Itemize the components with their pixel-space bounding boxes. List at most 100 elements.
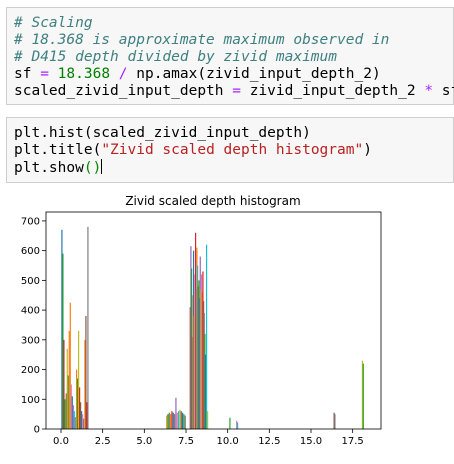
histogram-bar <box>202 271 204 429</box>
x-tick-label: 17.5 <box>342 436 364 447</box>
histogram-bar <box>236 420 238 429</box>
code-token: np.amax(zivid_input_depth_2) <box>127 66 381 82</box>
x-axis: 0.0 2.5 5.0 7.5 10.0 12.5 15.0 17.5 <box>53 429 364 447</box>
chart-title: Zivid scaled depth histogram <box>125 194 300 208</box>
code-token: # D415 depth divided by zivid maximum <box>14 49 338 65</box>
histogram-bar <box>72 405 74 429</box>
histogram-bar <box>207 411 209 429</box>
histogram-bar <box>70 384 72 429</box>
histogram-bar <box>334 414 336 429</box>
code-token <box>110 66 119 82</box>
histogram-bar <box>193 250 195 429</box>
histogram-bar <box>168 412 170 429</box>
code-cell-histogram[interactable]: plt.hist(scaled_zivid_input_depth) plt.ti… <box>6 117 454 183</box>
code-line: sf = 18.368 / np.amax(zivid_input_depth_… <box>14 66 454 83</box>
code-line: # D415 depth divided by zivid maximum <box>14 49 454 66</box>
histogram-bar <box>71 396 73 429</box>
histogram-bar <box>199 256 201 429</box>
histogram-chart: Zivid scaled depth histogram 0.0 2.5 5.0 7.… <box>21 194 382 447</box>
y-tick-label: 200 <box>21 365 40 376</box>
histogram-bar <box>63 339 65 429</box>
histogram-bar <box>201 274 203 429</box>
code-line: plt.show() <box>14 159 372 177</box>
x-tick-label: 5.0 <box>136 436 152 447</box>
histogram-bar <box>237 422 239 429</box>
code-token: sf <box>441 83 454 99</box>
code-token: / <box>118 66 128 82</box>
histogram-bar <box>171 411 173 429</box>
code-token: plt.hist(scaled_zivid_input_depth) <box>14 125 311 141</box>
histogram-bar <box>178 411 180 429</box>
y-tick-label: 700 <box>21 216 40 227</box>
y-tick-label: 100 <box>21 395 40 406</box>
code-cell-scaling[interactable]: # Scaling # 18.368 is approximate maximum… <box>6 7 454 105</box>
histogram-bar <box>79 387 81 429</box>
code-token: () <box>83 160 102 176</box>
histogram-bar <box>76 369 78 429</box>
x-tick-label: 15.0 <box>300 436 322 447</box>
histogram-bars <box>61 226 364 429</box>
histogram-bar <box>191 268 193 429</box>
x-tick-label: 10.0 <box>217 436 239 447</box>
y-tick-label: 400 <box>21 306 40 317</box>
y-axis: 0 100 200 300 400 500 600 700 <box>21 216 46 436</box>
histogram-bar <box>65 393 67 429</box>
histogram-bar <box>190 246 192 429</box>
histogram-bar <box>198 280 200 429</box>
histogram-bar <box>170 414 172 429</box>
histogram-bar <box>200 289 202 429</box>
histogram-bar <box>361 360 364 429</box>
histogram-bar <box>81 411 83 429</box>
histogram-bar <box>180 411 182 429</box>
histogram-bar <box>362 363 364 429</box>
histogram-bar <box>183 414 185 429</box>
histogram-bar <box>195 289 197 429</box>
histogram-bar <box>175 397 177 429</box>
code-line: scaled_zivid_input_depth = zivid_input_d… <box>14 83 454 100</box>
histogram-bar <box>172 412 174 429</box>
histogram-bar <box>201 292 203 429</box>
code-token: zivid_input_depth_2 <box>240 83 425 99</box>
histogram-bar <box>82 414 84 429</box>
y-tick-label: 0 <box>34 425 40 436</box>
histogram-bar <box>333 412 335 429</box>
histogram-bar <box>179 409 181 429</box>
histogram-bar <box>74 417 76 429</box>
code-token <box>49 66 58 82</box>
histogram-bar <box>85 316 87 429</box>
code-line: plt.hist(scaled_zivid_input_depth) <box>14 125 372 142</box>
code-token: = <box>40 66 49 82</box>
code-token: ) <box>363 142 372 158</box>
code-token: # 18.368 is approximate maximum observed… <box>14 32 390 48</box>
histogram-bar <box>203 301 205 429</box>
code-line: # Scaling <box>14 15 454 32</box>
histogram-bar <box>86 402 88 429</box>
code-token: plt.show <box>14 160 84 176</box>
histogram-bar <box>205 354 207 429</box>
histogram-bar <box>174 414 176 429</box>
code-token: "Zivid scaled depth histogram" <box>101 142 364 158</box>
y-tick-label: 500 <box>21 276 40 287</box>
histogram-bar <box>204 333 206 429</box>
histogram-bar <box>77 378 79 429</box>
x-tick-label: 12.5 <box>258 436 280 447</box>
histogram-bar <box>197 265 199 429</box>
plot-frame <box>45 211 382 430</box>
y-tick-label: 600 <box>21 246 40 257</box>
histogram-bar <box>197 286 199 429</box>
histogram-bar <box>167 414 169 429</box>
histogram-bar <box>84 339 86 429</box>
text-cursor <box>101 159 103 174</box>
histogram-bar <box>83 418 85 429</box>
code-token: sf <box>14 66 41 82</box>
code-token: # Scaling <box>14 15 93 31</box>
histogram-bar <box>61 229 63 429</box>
code-line: # 18.368 is approximate maximum observed… <box>14 32 454 49</box>
code-token: 18.368 <box>57 66 111 82</box>
histogram-bar <box>78 330 80 429</box>
histogram-bar <box>192 295 194 429</box>
code-editor[interactable]: plt.hist(scaled_zivid_input_depth) plt.ti… <box>14 125 372 177</box>
histogram-bar <box>66 348 68 429</box>
code-editor[interactable]: # Scaling # 18.368 is approximate maximum… <box>14 15 454 100</box>
histogram-bar <box>206 244 208 429</box>
